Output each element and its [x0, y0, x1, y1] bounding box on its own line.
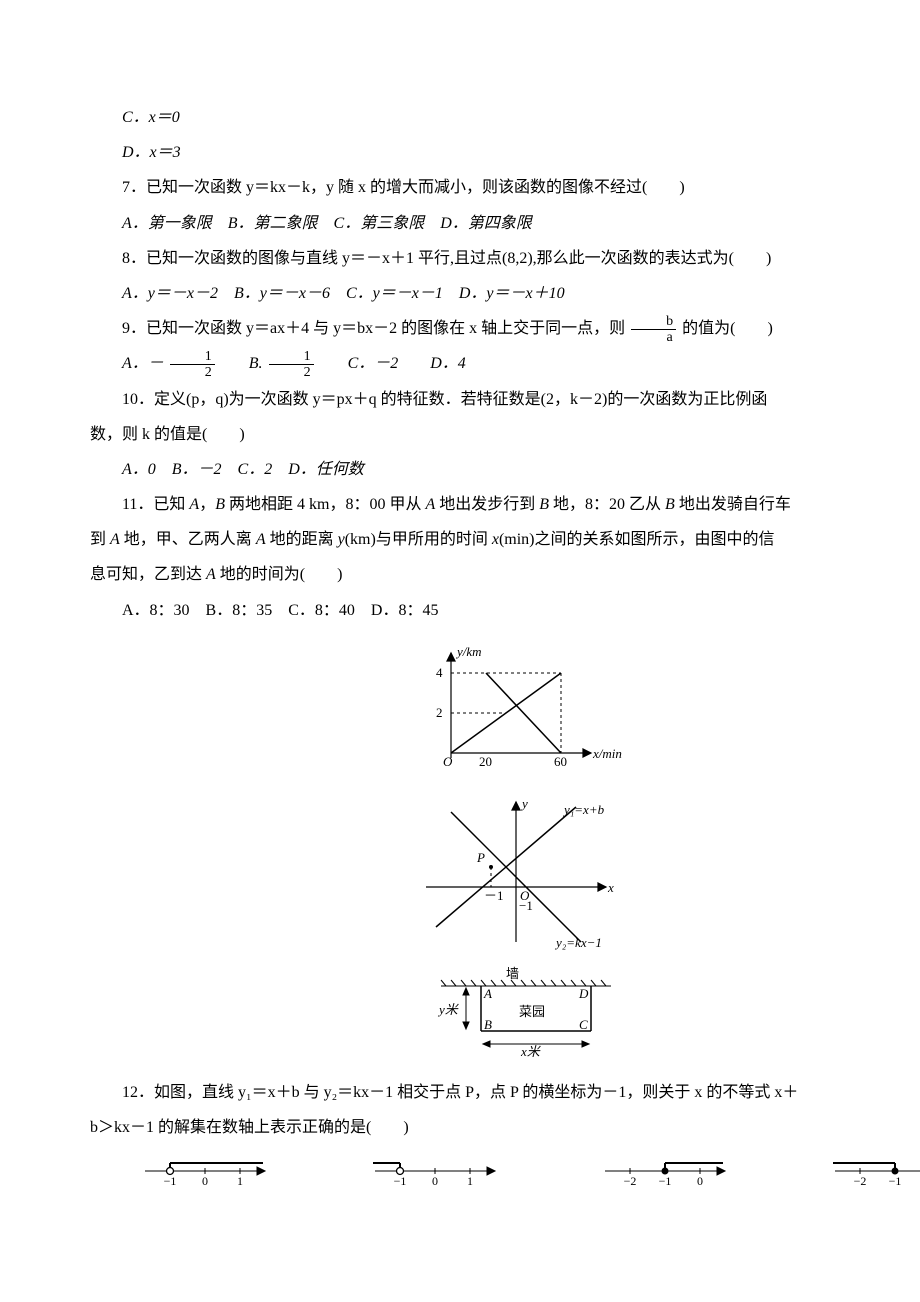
- svg-text:4: 4: [436, 665, 443, 680]
- numberline-d: −2 −1 0: [825, 1151, 920, 1191]
- svg-text:−1: −1: [164, 1174, 177, 1188]
- numberline-c: −2 −1 0: [595, 1151, 735, 1191]
- frac-half-b: 1 2: [269, 349, 314, 381]
- q11-stem-b: 到 A 地，甲、乙两人离 A 地的距离 y(km)与甲所用的时间 x(min)之…: [90, 522, 920, 557]
- svg-text:B: B: [484, 1017, 492, 1032]
- svg-text:P: P: [476, 850, 485, 865]
- svg-text:−1: −1: [889, 1174, 902, 1188]
- q7-opts: A．第一象限 B．第二象限 C．第三象限 D．第四象限: [90, 206, 920, 241]
- figure-11: 4 2 O 20 60 y/km x/min (第 11 题): [90, 638, 920, 782]
- svg-text:0: 0: [432, 1174, 438, 1188]
- svg-text:−2: −2: [854, 1174, 867, 1188]
- q12-stem-a: 12．如图，直线 y₁＝x＋b 与 y₂＝kx－1 相交于点 P，点 P 的横坐…: [90, 1075, 920, 1110]
- svg-text:y₁=x+b: y₁=x+b: [562, 802, 605, 817]
- q11-stem-a: 11．已知 A，B 两地相距 4 km，8：00 甲从 A 地出发步行到 B 地…: [90, 487, 920, 522]
- svg-text:2: 2: [436, 705, 443, 720]
- svg-text:y/km: y/km: [455, 644, 482, 659]
- figure-13: 墙 A D B C y米: [90, 966, 920, 1065]
- q11-stem-c: 息可知，乙到达 A 地的时间为( ): [90, 557, 920, 592]
- svg-text:−2: −2: [624, 1174, 637, 1188]
- svg-text:x/min: x/min: [592, 746, 622, 761]
- svg-text:菜园: 菜园: [519, 1004, 545, 1019]
- q12-stem-b: b＞kx－1 的解集在数轴上表示正确的是( ): [90, 1110, 920, 1145]
- svg-text:20: 20: [479, 754, 492, 769]
- svg-text:0: 0: [202, 1174, 208, 1188]
- svg-text:1: 1: [237, 1174, 243, 1188]
- svg-text:墙: 墙: [506, 966, 519, 981]
- q11-opts: A．8：30 B．8：35 C．8：40 D．8：45: [90, 593, 920, 628]
- svg-text:y: y: [520, 796, 528, 811]
- svg-text:1: 1: [467, 1174, 473, 1188]
- svg-text:A: A: [483, 986, 492, 1001]
- numberline-a: −1 0 1: [135, 1151, 275, 1191]
- svg-text:D: D: [578, 986, 589, 1001]
- q8-opts: A．y＝－x－2 B．y＝－x－6 C．y＝－x－1 D．y＝－x＋10: [90, 276, 920, 311]
- svg-text:60: 60: [554, 754, 567, 769]
- q9-opts: A．－ 1 2 B. 1 2 C．－2 D．4: [90, 346, 920, 381]
- q10-stem-b: 数，则 k 的值是( ): [90, 417, 920, 452]
- svg-text:y₂=kx−1: y₂=kx−1: [554, 935, 602, 950]
- svg-text:x米: x米: [520, 1044, 542, 1059]
- svg-text:O: O: [443, 754, 453, 769]
- q7-stem: 7．已知一次函数 y＝kx－k，y 随 x 的增大而减小，则该函数的图像不经过(…: [90, 170, 920, 205]
- numberline-b: −1 0 1: [365, 1151, 505, 1191]
- svg-text:−1: −1: [394, 1174, 407, 1188]
- svg-text:x: x: [607, 880, 614, 895]
- fig12-svg: y x O P －1 −1 y₁=x+b y₂=kx−1: [406, 792, 636, 952]
- fig11-svg: 4 2 O 20 60 y/km x/min: [411, 638, 631, 778]
- q8-stem: 8．已知一次函数的图像与直线 y＝－x＋1 平行,且过点(8,2),那么此一次函…: [90, 241, 920, 276]
- prev-opt-d: D．x＝3: [90, 135, 920, 170]
- svg-text:C: C: [579, 1017, 588, 1032]
- svg-text:－1: －1: [484, 888, 504, 903]
- q12-numberlines: −1 0 1 −1 0 1: [90, 1151, 920, 1191]
- figure-12: y x O P －1 −1 y₁=x+b y₂=kx−1 (第 12 题): [90, 792, 920, 956]
- q10-stem-a: 10．定义(p，q)为一次函数 y＝px＋q 的特征数．若特征数是(2，k－2)…: [90, 382, 920, 417]
- fig13-svg: 墙 A D B C y米: [411, 966, 631, 1061]
- frac-half-a: 1 2: [170, 349, 215, 381]
- svg-text:−1: −1: [519, 898, 533, 913]
- svg-text:0: 0: [697, 1174, 703, 1188]
- svg-text:y米: y米: [437, 1002, 460, 1017]
- svg-text:−1: −1: [659, 1174, 672, 1188]
- q9-stem: 9．已知一次函数 y＝ax＋4 与 y＝bx－2 的图像在 x 轴上交于同一点，…: [90, 311, 920, 346]
- frac-b-over-a: b a: [631, 314, 676, 346]
- q10-opts: A．0 B．－2 C．2 D．任何数: [90, 452, 920, 487]
- prev-opt-c: C．x＝0: [90, 100, 920, 135]
